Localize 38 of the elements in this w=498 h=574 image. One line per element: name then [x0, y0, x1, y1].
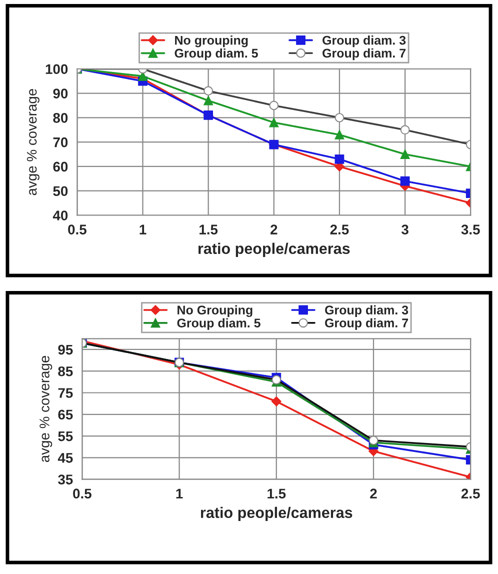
- y-tick-label: 90: [53, 88, 68, 98]
- x-tick-label: 2.5: [461, 488, 480, 499]
- y-tick-label: 45: [58, 453, 73, 463]
- x-tick-label: 1: [140, 224, 146, 234]
- y-tick-label: 50: [53, 186, 68, 196]
- x-tick-label: 1.5: [200, 224, 218, 234]
- x-tick-label: 2: [270, 224, 278, 234]
- y-axis-title: avge % coverage: [26, 89, 40, 196]
- legend-label: Group diam. 5: [174, 48, 258, 60]
- y-tick-label: 40: [52, 210, 68, 220]
- x-tick-label: 3.5: [461, 224, 480, 234]
- x-axis-title: ratio people/cameras: [200, 506, 352, 522]
- legend-label: Group diam. 3: [325, 305, 408, 317]
- y-tick-label: 100: [46, 64, 68, 74]
- y-tick-label: 65: [58, 410, 73, 420]
- y-tick-label: 85: [58, 366, 73, 376]
- x-axis-title: ratio people/cameras: [198, 242, 350, 258]
- x-tick-label: 2: [370, 488, 377, 498]
- legend-label: Group diam. 7: [322, 48, 406, 60]
- y-tick-label: 80: [53, 113, 68, 123]
- legend-label: Group diam. 5: [177, 318, 260, 330]
- x-tick-label: 0.5: [68, 224, 86, 234]
- y-tick-label: 70: [53, 137, 68, 148]
- legend-label: Group diam. 3: [322, 36, 406, 48]
- x-tick-label: 3: [401, 224, 408, 234]
- legend-label: Group diam. 7: [325, 318, 408, 330]
- legend-label: No grouping: [175, 36, 248, 48]
- y-tick-label: 55: [58, 431, 73, 442]
- y-tick-label: 75: [58, 388, 73, 398]
- y-tick-label: 95: [58, 344, 73, 355]
- y-tick-label: 60: [53, 162, 68, 172]
- y-tick-label: 35: [58, 474, 73, 484]
- x-tick-label: 0.5: [73, 488, 92, 499]
- x-tick-label: 1: [176, 488, 183, 498]
- x-tick-label: 1.5: [268, 488, 286, 499]
- y-axis-title: avge % coverage: [40, 356, 52, 462]
- x-tick-label: 2.5: [330, 224, 349, 234]
- legend-label: No Grouping: [178, 305, 252, 318]
